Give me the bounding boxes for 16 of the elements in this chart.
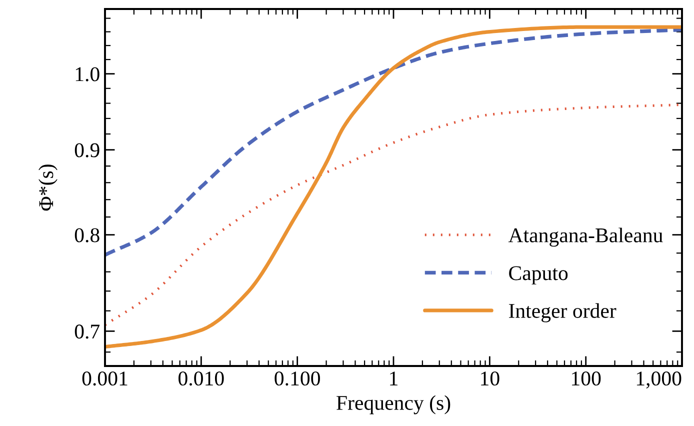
y-tick-label: 0.9 <box>74 143 100 158</box>
x-tick-label: 0.001 <box>82 371 128 386</box>
y-axis-title: Φ*(s) <box>38 164 58 211</box>
x-axis-title: Frequency (s) <box>336 395 450 414</box>
x-tick-label: 0.010 <box>178 371 224 386</box>
x-tick-label: 10 <box>481 371 500 386</box>
legend-label: Atangana-Baleanu <box>508 228 663 247</box>
legend-label: Caputo <box>509 266 568 284</box>
y-tick-label: 0.7 <box>74 324 100 339</box>
y-tick-label: 0.8 <box>74 228 100 242</box>
x-tick-label: 100 <box>572 371 601 386</box>
legend-label: Integer order <box>508 303 616 322</box>
x-tick-label: 0.100 <box>274 371 320 386</box>
y-tick-label: 1.0 <box>76 67 100 82</box>
x-tick-label: 1,000 <box>636 371 682 389</box>
x-tick-label: 1 <box>390 372 398 386</box>
